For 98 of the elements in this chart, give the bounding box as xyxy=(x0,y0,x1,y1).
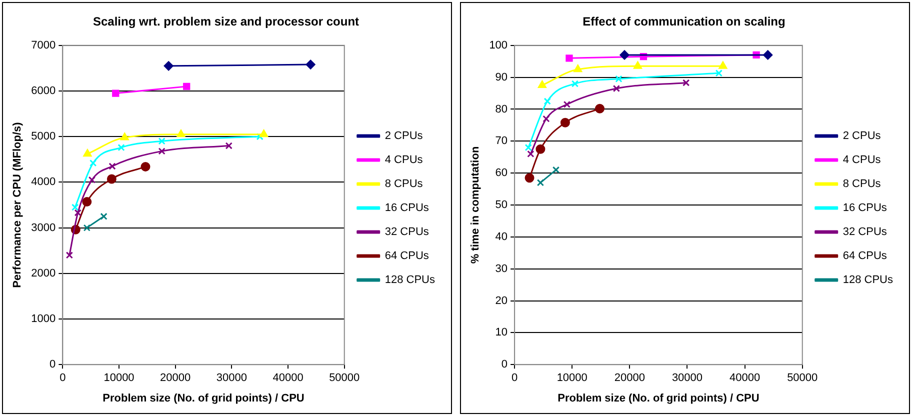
y-axis-title: Performance per CPU (MFlop/s) xyxy=(12,122,24,288)
point xyxy=(571,80,579,88)
y-tick-label: 3000 xyxy=(31,222,56,234)
point xyxy=(100,212,108,220)
point xyxy=(74,209,82,216)
x-tick-label: 10000 xyxy=(104,372,134,384)
point xyxy=(158,148,166,155)
point xyxy=(538,80,546,88)
legend-label: 16 CPUs xyxy=(384,202,430,214)
legend-label: 8 CPUs xyxy=(842,178,882,190)
y-tick-label: 1000 xyxy=(31,313,56,326)
point xyxy=(634,61,642,69)
point xyxy=(140,162,150,172)
point xyxy=(615,75,622,82)
y-tick-label: 60 xyxy=(495,167,508,180)
x-tick-label: 0 xyxy=(60,372,66,384)
legend-label: 32 CPUs xyxy=(842,226,888,238)
legend-label: 4 CPUs xyxy=(842,154,882,166)
point xyxy=(552,166,560,174)
point xyxy=(527,150,534,158)
point xyxy=(112,90,120,97)
legend-label: 32 CPUs xyxy=(384,226,430,238)
point xyxy=(542,115,550,122)
x-tick-label: 30000 xyxy=(216,372,247,384)
point xyxy=(256,133,264,140)
y-tick-label: 20 xyxy=(495,294,508,307)
x-axis-title: Problem size (No. of grid points) / CPU xyxy=(558,392,760,404)
legend-label: 4 CPUs xyxy=(384,154,424,166)
point xyxy=(108,162,116,170)
point xyxy=(544,98,551,105)
point xyxy=(574,64,582,72)
point xyxy=(594,104,604,114)
legend-label: 64 CPUs xyxy=(842,250,888,262)
point xyxy=(176,130,186,138)
point xyxy=(306,60,316,70)
point xyxy=(83,224,90,232)
y-tick-label: 30 xyxy=(495,262,508,275)
x-tick-label: 50000 xyxy=(787,372,818,384)
x-tick-label: 40000 xyxy=(730,372,760,384)
y-tick-label: 100 xyxy=(489,39,508,52)
x-tick-label: 20000 xyxy=(160,372,191,384)
point xyxy=(563,100,571,108)
point xyxy=(158,138,166,145)
point xyxy=(524,144,532,152)
y-tick-label: 80 xyxy=(495,103,508,116)
point xyxy=(183,82,190,90)
point xyxy=(90,159,97,167)
point xyxy=(620,50,630,60)
point xyxy=(715,70,722,77)
legend-label: 2 CPUs xyxy=(842,130,882,142)
point xyxy=(560,118,570,128)
point xyxy=(82,197,92,207)
legend-label: 128 CPUs xyxy=(842,274,894,286)
point xyxy=(260,130,268,138)
legend-label: 16 CPUs xyxy=(842,202,888,214)
chart-title: Scaling wrt. problem size and processor count xyxy=(92,14,360,29)
point xyxy=(164,61,174,71)
y-tick-label: 2000 xyxy=(31,267,56,280)
point xyxy=(71,204,79,211)
y-axis-title: % time in computation xyxy=(470,146,482,264)
y-tick-label: 5000 xyxy=(31,130,56,143)
y-tick-label: 70 xyxy=(495,135,508,148)
y-tick-label: 6000 xyxy=(31,85,56,98)
legend-label: 2 CPUs xyxy=(384,130,424,142)
y-tick-label: 0 xyxy=(501,358,508,371)
y-tick-label: 40 xyxy=(495,230,508,243)
point xyxy=(225,142,232,150)
point xyxy=(83,149,92,157)
point xyxy=(120,132,129,140)
point xyxy=(118,144,125,152)
legend-label: 64 CPUs xyxy=(384,250,430,262)
y-tick-label: 50 xyxy=(495,199,508,212)
point xyxy=(66,252,74,259)
point xyxy=(524,173,534,183)
y-tick-label: 4000 xyxy=(31,176,56,188)
point xyxy=(536,144,546,154)
legend-label: 128 CPUs xyxy=(384,274,436,286)
y-tick-label: 90 xyxy=(495,71,508,84)
y-tick-label: 7000 xyxy=(31,39,56,52)
x-tick-label: 30000 xyxy=(672,372,703,384)
y-tick-label: 0 xyxy=(50,358,56,371)
point xyxy=(612,84,620,92)
point xyxy=(88,176,96,184)
point xyxy=(718,61,728,69)
point xyxy=(106,174,116,184)
legend-label: 8 CPUs xyxy=(384,178,424,190)
x-tick-label: 10000 xyxy=(556,372,588,384)
point xyxy=(536,179,544,186)
x-tick-label: 20000 xyxy=(614,372,645,384)
y-tick-label: 10 xyxy=(495,326,508,339)
point xyxy=(566,54,573,62)
point xyxy=(763,50,773,60)
x-tick-label: 0 xyxy=(511,372,518,384)
point xyxy=(682,79,690,86)
chart-title: Effect of communication on scaling xyxy=(582,14,786,29)
x-axis-title: Problem size (No. of grid points) / CPU xyxy=(102,392,304,404)
x-tick-label: 40000 xyxy=(272,372,304,384)
x-tick-label: 50000 xyxy=(329,372,360,384)
